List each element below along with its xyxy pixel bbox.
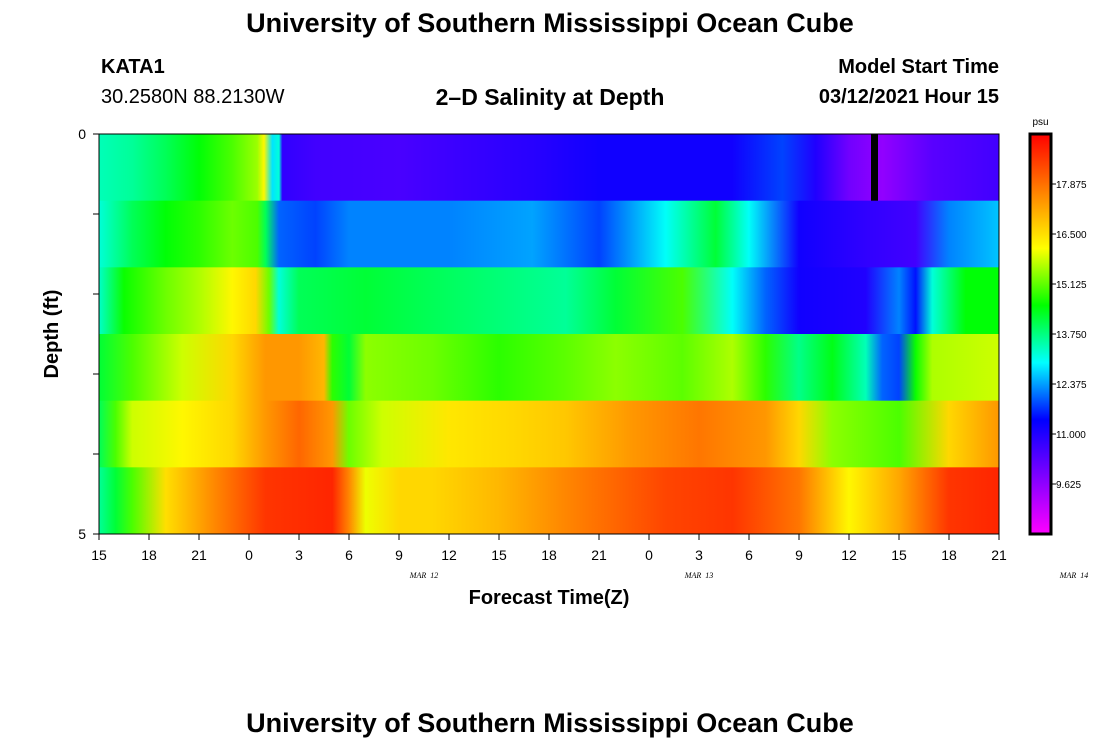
heatmap-row-depth-3 bbox=[99, 334, 999, 402]
y-axis: 05 bbox=[78, 126, 99, 542]
page-title: University of Southern Mississippi Ocean… bbox=[246, 8, 854, 38]
x-axis-label: Forecast Time(Z) bbox=[469, 587, 630, 609]
colorbar-tick-label: 9.625 bbox=[1056, 480, 1081, 491]
x-tick-label: 6 bbox=[745, 547, 753, 563]
colorbar-tick-label: 11.000 bbox=[1056, 430, 1086, 441]
x-tick-label: 9 bbox=[795, 547, 803, 563]
x-tick-label: 6 bbox=[345, 547, 353, 563]
x-tick-label: 18 bbox=[541, 547, 557, 563]
x-axis: 15 18 21 0 3 6 9 12 15 18 21 0 3 6 9 12 15 18 21 MAR 12 MAR … bbox=[91, 534, 1088, 580]
x-tick-label: 9 bbox=[395, 547, 403, 563]
x-tick-label: 15 bbox=[891, 547, 907, 563]
x-tick-label: 12 bbox=[441, 547, 457, 563]
station-coordinates: 30.2580N 88.2130W bbox=[101, 86, 285, 108]
x-tick-label: 3 bbox=[695, 547, 703, 563]
x-tick-label: 3 bbox=[295, 547, 303, 563]
chart-subtitle: 2–D Salinity at Depth bbox=[435, 84, 665, 110]
x-tick-label: 0 bbox=[645, 547, 653, 563]
colorbar-tick-label: 12.375 bbox=[1056, 380, 1087, 391]
x-tick-label: 12 bbox=[841, 547, 857, 563]
x-tick-label: 18 bbox=[941, 547, 957, 563]
heatmap-row-depth-5 bbox=[99, 467, 999, 535]
colorbar-tick-label: 15.125 bbox=[1056, 280, 1087, 291]
colorbar-tick-label: 13.750 bbox=[1056, 330, 1087, 341]
x-tick-label: 21 bbox=[591, 547, 607, 563]
colorbar-tick-label: 16.500 bbox=[1056, 230, 1087, 241]
x-tick-label: 15 bbox=[491, 547, 507, 563]
y-tick-label: 5 bbox=[78, 526, 86, 542]
y-tick-label: 0 bbox=[78, 126, 86, 142]
y-axis-label: Depth (ft) bbox=[41, 290, 63, 379]
x-date-label: MAR 12 bbox=[409, 571, 438, 580]
footer-title: University of Southern Mississippi Ocean… bbox=[246, 708, 854, 738]
x-date-label: MAR 13 bbox=[684, 571, 713, 580]
colorbar: 17.875 16.500 15.125 13.750 12.375 11.000 9.62… bbox=[1028, 117, 1087, 536]
station-id: KATA1 bbox=[101, 56, 165, 78]
heatmap-row-depth-4 bbox=[99, 400, 999, 468]
model-start-time: 03/12/2021 Hour 15 bbox=[818, 86, 999, 108]
x-tick-label: 0 bbox=[245, 547, 253, 563]
missing-data-marker bbox=[871, 134, 878, 201]
colorbar-unit-label: psu bbox=[1032, 117, 1048, 128]
colorbar-scale bbox=[1028, 132, 1053, 536]
model-start-label: Model Start Time bbox=[838, 56, 999, 78]
x-tick-label: 21 bbox=[191, 547, 207, 563]
colorbar-tick-label: 17.875 bbox=[1056, 180, 1087, 191]
heatmap-rows bbox=[99, 134, 999, 535]
missing-data-bar bbox=[871, 134, 878, 201]
x-tick-label: 18 bbox=[141, 547, 157, 563]
heatmap-row-depth-1 bbox=[99, 200, 999, 268]
heatmap-row-depth-0 bbox=[99, 134, 999, 202]
x-date-label: MAR 14 bbox=[1059, 571, 1088, 580]
x-tick-label: 21 bbox=[991, 547, 1007, 563]
x-tick-label: 15 bbox=[91, 547, 107, 563]
heatmap-row-depth-2 bbox=[99, 267, 999, 335]
